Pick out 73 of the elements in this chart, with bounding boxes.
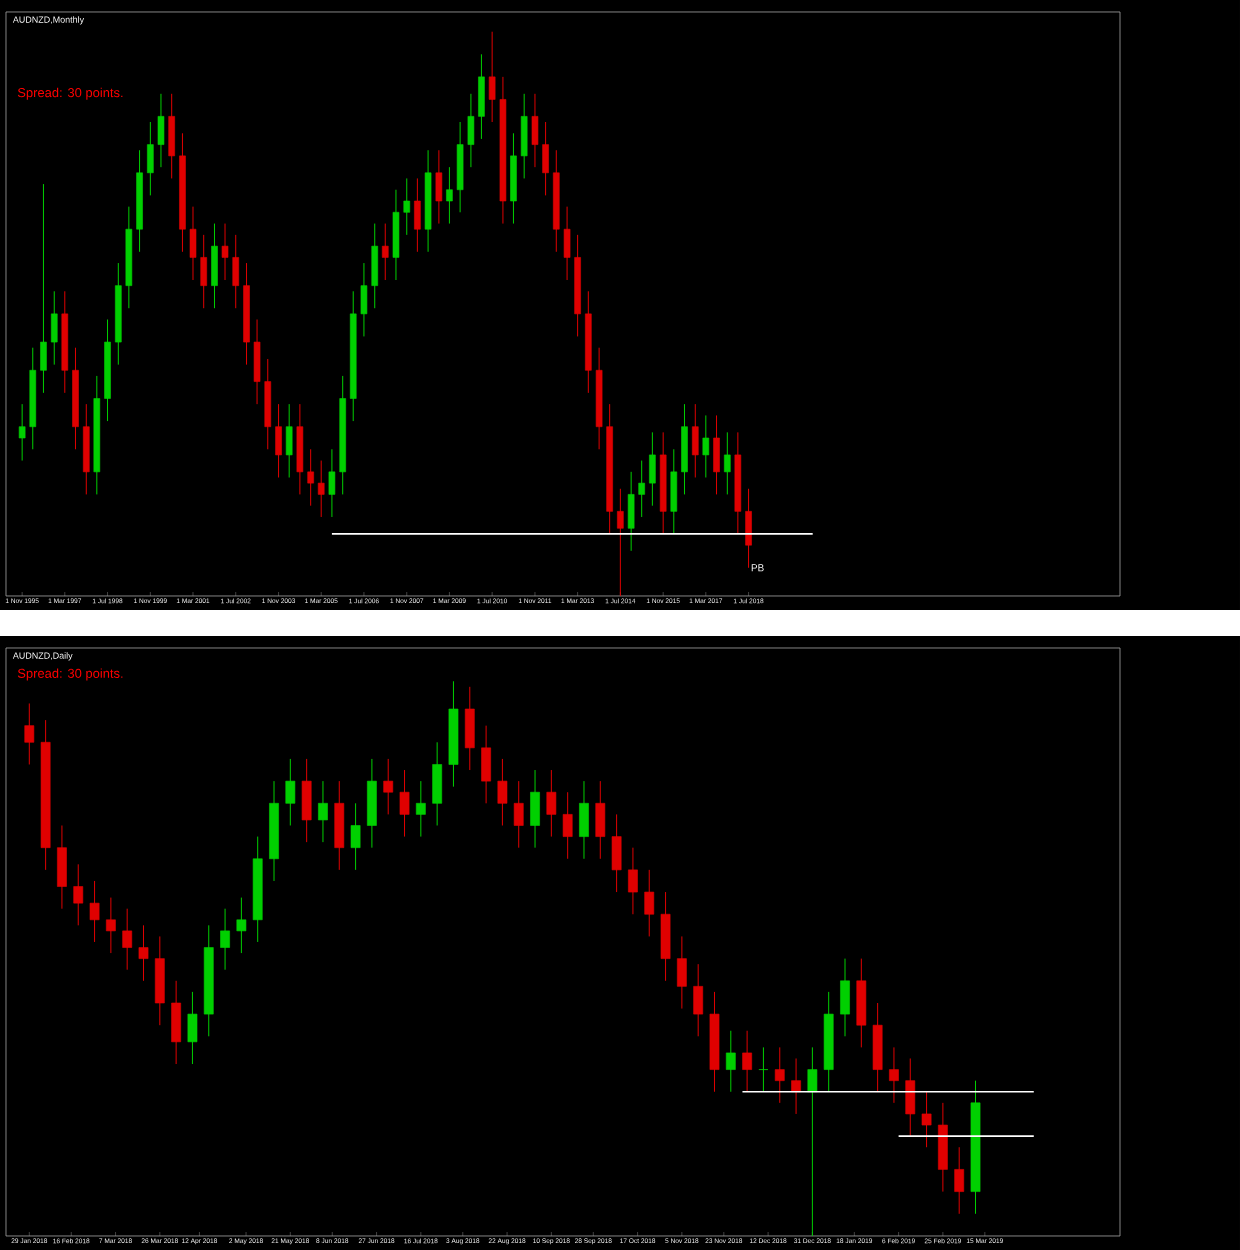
- candlestick: [693, 963, 704, 1037]
- candlestick: [889, 1046, 899, 1104]
- candlestick: [742, 1030, 752, 1093]
- candlestick: [381, 223, 389, 281]
- candlestick: [546, 769, 557, 838]
- candlestick: [660, 891, 671, 982]
- candlestick: [513, 780, 524, 849]
- candlestick: [83, 403, 90, 495]
- candlestick: [432, 741, 443, 826]
- candlestick: [579, 780, 589, 860]
- candlestick: [318, 780, 328, 843]
- candlestick: [562, 791, 573, 860]
- candlestick: [649, 431, 656, 507]
- candlestick: [57, 824, 67, 910]
- candlestick: [595, 780, 606, 860]
- candlestick: [872, 1002, 883, 1093]
- candlestick: [435, 149, 443, 225]
- candlestick: [670, 448, 678, 535]
- candlestick: [334, 780, 345, 871]
- candlestick: [644, 869, 655, 937]
- candlestick: [692, 403, 699, 478]
- candlestick: [399, 769, 410, 838]
- candlestick: [758, 1046, 769, 1093]
- candlestick: [24, 702, 35, 765]
- candlestick: [938, 1102, 948, 1193]
- candlestick: [617, 488, 624, 596]
- candlestick: [954, 1146, 965, 1215]
- candlestick: [171, 980, 181, 1065]
- candlestick: [745, 488, 752, 569]
- candlestick: [807, 1046, 818, 1236]
- candlestick: [89, 880, 100, 943]
- candlestick: [220, 908, 230, 971]
- candlestick: [285, 403, 293, 478]
- candlestick: [840, 958, 850, 1037]
- candlestick: [367, 758, 377, 849]
- candlestick: [905, 1057, 916, 1137]
- candlestick: [275, 403, 282, 478]
- candlestick: [40, 183, 47, 394]
- candlestick: [154, 935, 165, 1026]
- candlestick: [350, 802, 361, 871]
- candlestick: [414, 177, 421, 253]
- candlestick: [713, 414, 720, 495]
- candlestick: [774, 1046, 785, 1104]
- candlestick: [702, 414, 710, 478]
- candlestick: [122, 908, 133, 971]
- candlestick: [520, 93, 528, 179]
- candlestick: [50, 290, 58, 366]
- candlestick: [301, 758, 312, 843]
- candlestick: [724, 431, 731, 495]
- candlestick: [168, 93, 175, 179]
- candlestick: [725, 1030, 736, 1093]
- candlestick: [481, 725, 491, 804]
- candlestick: [921, 1091, 932, 1148]
- candlestick: [611, 813, 622, 893]
- candlestick: [236, 897, 247, 954]
- candlestick: [530, 769, 540, 849]
- candlestick: [211, 223, 218, 309]
- candlestick: [106, 897, 116, 954]
- candlestick: [677, 935, 687, 1010]
- candlestick: [510, 132, 517, 225]
- candlestick: [791, 1057, 801, 1115]
- candlestick: [73, 863, 84, 926]
- candlestick: [464, 686, 475, 771]
- candlestick: [628, 847, 638, 915]
- candlestick: [285, 758, 296, 826]
- candlestick: [138, 924, 149, 982]
- candlestick: [681, 403, 688, 495]
- candlestick: [383, 758, 394, 815]
- candlestick: [497, 758, 508, 826]
- candlestick: [415, 780, 426, 838]
- candlestick: [187, 991, 198, 1065]
- candlestick: [317, 460, 325, 518]
- candlestick: [856, 958, 867, 1048]
